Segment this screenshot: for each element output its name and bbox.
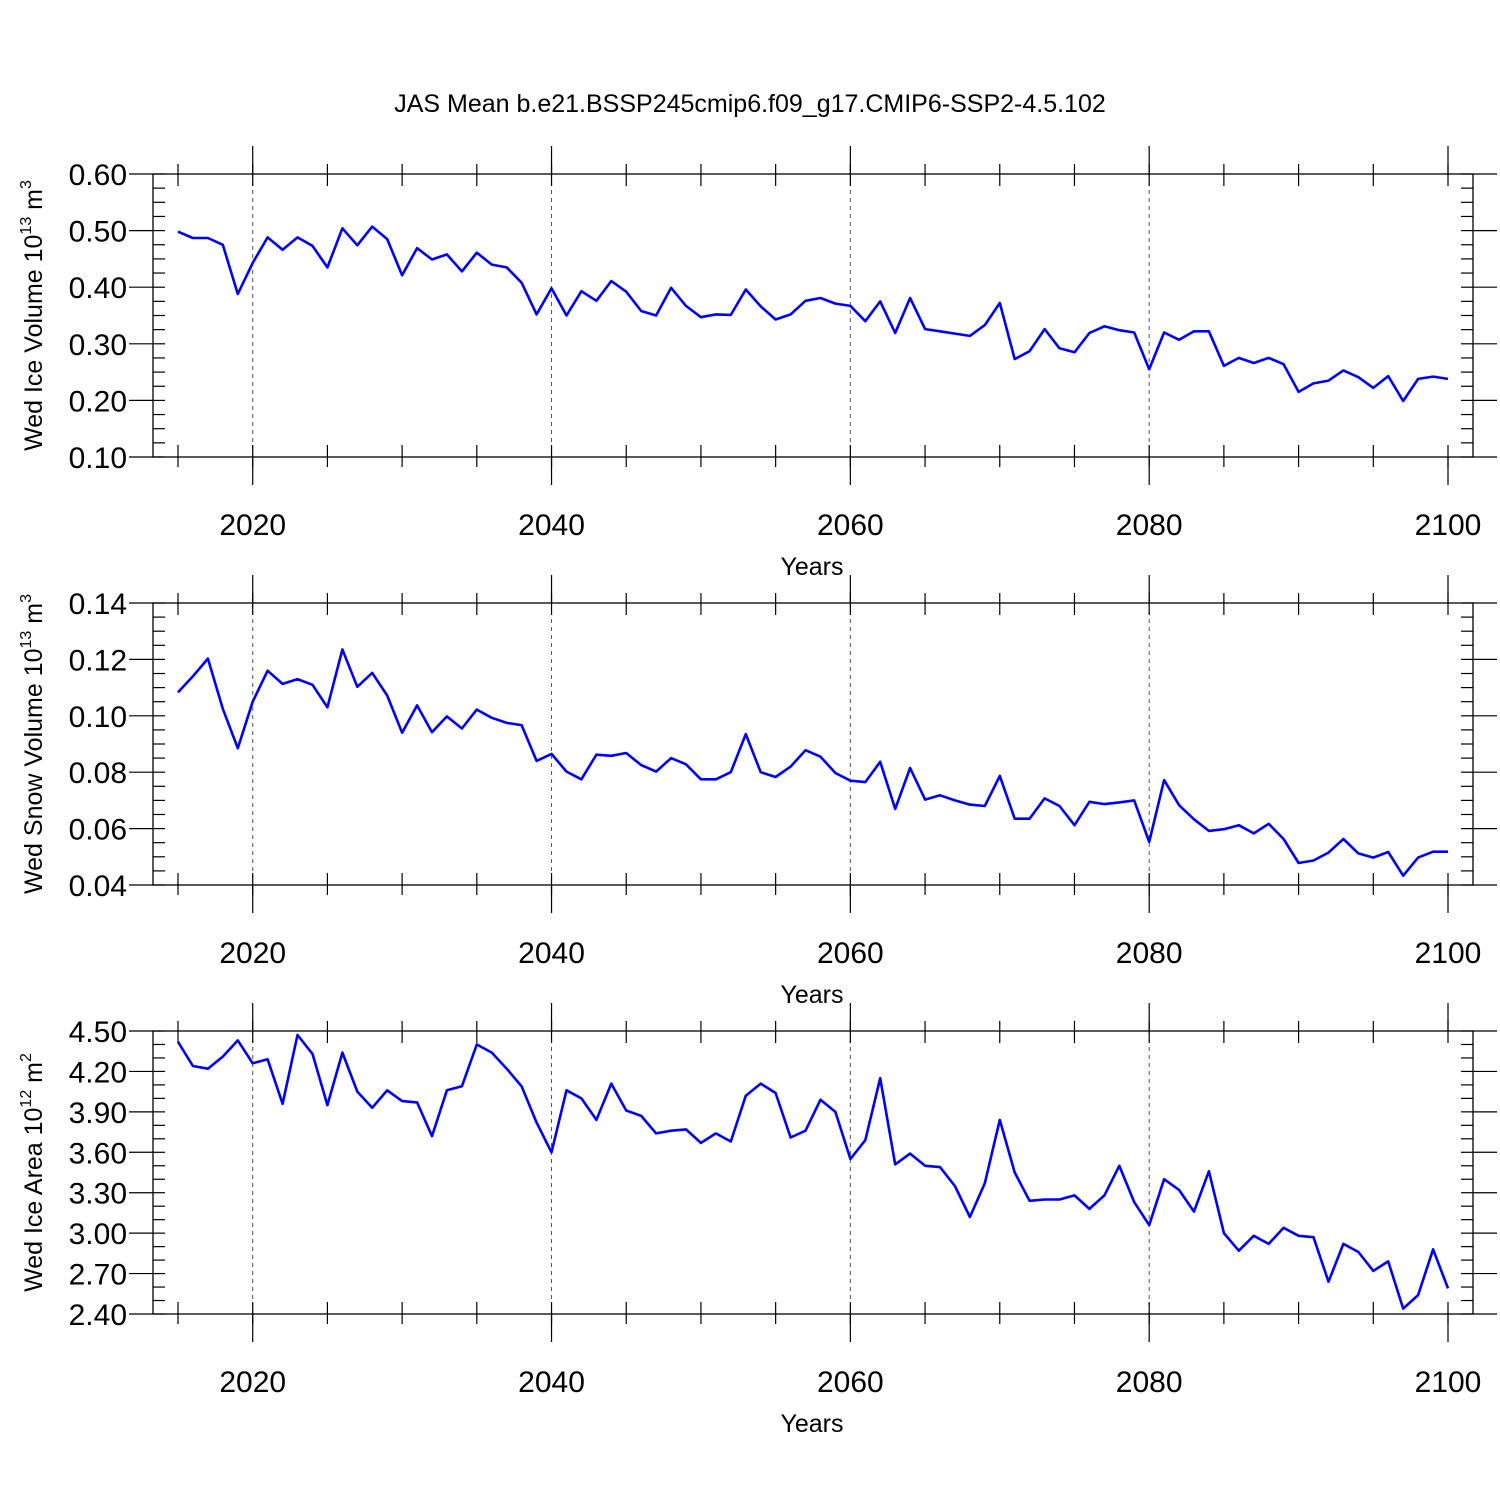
y-axis-title-exponent: 13 [18,217,35,235]
x-tick-label: 2100 [1415,937,1482,970]
y-tick-label: 2.70 [69,1259,127,1292]
y-tick-label: 0.04 [69,870,127,903]
x-tick-label: 2080 [1116,937,1183,970]
y-axis-title-exponent: 13 [18,631,35,649]
x-tick-label: 2020 [219,509,286,542]
plot-frame [152,602,1474,886]
y-axis-title-unit: m [20,189,48,217]
y-axis-title-unit: m [20,1062,48,1090]
x-tick-label: 2080 [1116,1366,1183,1399]
y-axis-title: Wed Ice Area 1012 m2 [18,1053,48,1292]
y-tick-label: 0.20 [69,385,127,418]
y-tick-label: 0.06 [69,814,127,847]
y-tick-label: 0.30 [69,329,127,362]
x-axis-title: Years [780,553,843,581]
x-axis-title: Years [780,981,843,1009]
y-axis-title-exponent: 12 [18,1090,35,1108]
y-tick-label: 0.40 [69,272,127,305]
y-tick-label: 0.10 [69,442,127,475]
y-tick-label: 0.60 [69,159,127,192]
y-tick-label: 2.40 [69,1299,127,1332]
y-tick-label: 0.12 [69,644,127,677]
x-tick-label: 2080 [1116,509,1183,542]
plot-frame [152,173,1474,458]
data-series-line [177,225,1449,403]
y-axis-title-unit-exponent: 3 [18,594,35,603]
y-tick-label: 4.20 [69,1056,127,1089]
x-tick-label: 2100 [1415,1366,1482,1399]
y-tick-label: 0.08 [69,757,127,790]
ice-volume-panel: 0.10 0.20 0.30 0.40 0.50 0.60 2020 2040 2060 2080… [18,146,1497,581]
chart-title: JAS Mean b.e21.BSSP245cmip6.f09_g17.CMIP… [394,90,1106,118]
y-tick-label: 0.14 [69,588,127,621]
y-axis-title-text: Wed Ice Volume 10 [20,235,48,451]
y-axis-title-unit-exponent: 2 [18,1053,35,1062]
y-tick-label: 3.30 [69,1178,127,1211]
x-tick-label: 2040 [518,1366,585,1399]
y-tick-label: 3.90 [69,1097,127,1130]
x-tick-label: 2060 [817,937,884,970]
y-tick-label: 0.50 [69,216,127,249]
y-tick-label: 0.10 [69,701,127,734]
x-tick-label: 2040 [518,937,585,970]
x-tick-label: 2100 [1415,509,1482,542]
data-series-line [177,648,1448,878]
y-tick-label: 4.50 [69,1016,127,1049]
y-tick-label: 3.00 [69,1218,127,1251]
y-axis-title: Wed Ice Volume 1013 m3 [18,180,48,451]
y-axis-title-text: Wed Snow Volume 10 [20,648,48,894]
x-tick-label: 2020 [219,937,286,970]
ice-area-panel: 2.40 2.70 3.00 3.30 3.60 3.90 4.20 4.50 2020 2040… [18,1003,1497,1438]
y-axis-title-unit: m [20,603,48,631]
x-tick-label: 2060 [817,1366,884,1399]
x-axis-title: Years [780,1410,843,1438]
x-tick-label: 2040 [518,509,585,542]
y-axis-title-text: Wed Ice Area 10 [20,1108,48,1292]
data-series-line [176,1033,1450,1310]
y-axis-title-unit-exponent: 3 [18,180,35,189]
y-tick-label: 3.60 [69,1137,127,1170]
snow-volume-panel: 0.04 0.06 0.08 0.10 0.12 0.14 2020 2040 2060 2080… [18,575,1497,1009]
plot-frame [152,1030,1474,1315]
x-tick-label: 2060 [817,509,884,542]
y-axis-title: Wed Snow Volume 1013 m3 [18,594,48,894]
x-tick-label: 2020 [219,1366,286,1399]
